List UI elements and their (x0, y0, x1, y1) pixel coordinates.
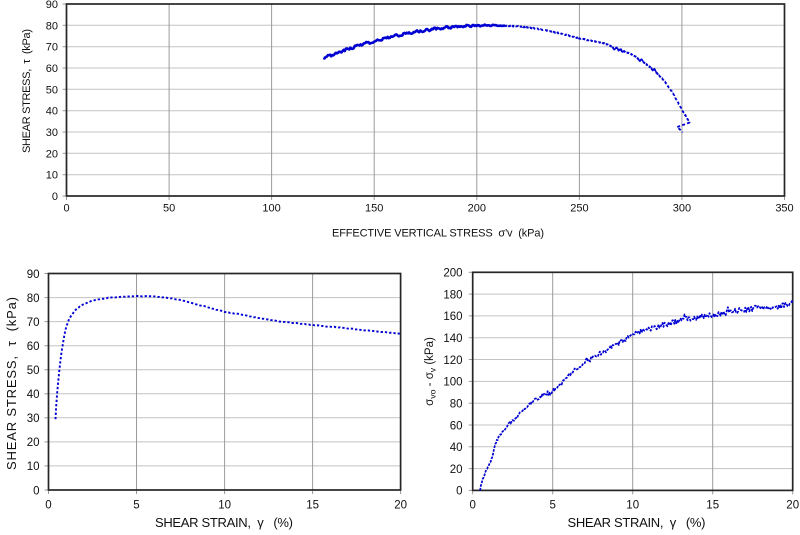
svg-text:10: 10 (626, 500, 639, 512)
svg-text:300: 300 (673, 203, 691, 215)
svg-text:350: 350 (775, 203, 793, 215)
svg-text:200: 200 (443, 268, 462, 280)
svg-text:50: 50 (46, 84, 58, 96)
svg-text:10: 10 (27, 461, 40, 473)
svg-text:SHEAR STRESS, τ (kPa): SHEAR STRESS, τ (kPa) (21, 29, 33, 153)
svg-text:160: 160 (443, 311, 462, 323)
svg-text:60: 60 (450, 420, 463, 432)
svg-text:40: 40 (46, 106, 58, 118)
svg-text:10: 10 (218, 500, 231, 512)
svg-text:180: 180 (443, 289, 462, 301)
svg-text:15: 15 (706, 500, 719, 512)
svg-text:SHEAR STRAIN, γ (%): SHEAR STRAIN, γ (%) (155, 515, 293, 530)
svg-text:SHEAR STRESS, τ (kPa): SHEAR STRESS, τ (kPa) (4, 297, 19, 470)
svg-text:150: 150 (365, 203, 383, 215)
svg-text:σvo - σv (kPa): σvo - σv (kPa) (424, 337, 437, 406)
svg-text:50: 50 (27, 365, 40, 377)
svg-text:5: 5 (133, 500, 139, 512)
svg-text:60: 60 (46, 63, 58, 75)
svg-text:40: 40 (450, 442, 463, 454)
svg-text:200: 200 (468, 203, 486, 215)
svg-text:100: 100 (443, 377, 462, 389)
svg-text:0: 0 (469, 500, 475, 512)
svg-text:0: 0 (52, 191, 58, 203)
svg-text:20: 20 (27, 437, 40, 449)
svg-text:0: 0 (45, 500, 51, 512)
svg-text:SHEAR STRAIN, γ (%): SHEAR STRAIN, γ (%) (568, 515, 706, 530)
svg-text:30: 30 (46, 127, 58, 139)
svg-text:0: 0 (63, 203, 69, 215)
svg-text:80: 80 (450, 399, 463, 411)
svg-text:250: 250 (570, 203, 588, 215)
svg-text:80: 80 (27, 293, 40, 305)
svg-text:60: 60 (27, 341, 40, 353)
svg-text:5: 5 (549, 500, 555, 512)
svg-text:30: 30 (27, 413, 40, 425)
svg-text:70: 70 (27, 317, 40, 329)
svg-text:140: 140 (443, 333, 462, 345)
svg-text:80: 80 (46, 20, 58, 32)
svg-text:20: 20 (394, 500, 407, 512)
svg-text:10: 10 (46, 170, 58, 182)
svg-text:20: 20 (46, 148, 58, 160)
svg-text:0: 0 (33, 485, 39, 497)
svg-text:90: 90 (27, 269, 40, 281)
svg-text:120: 120 (443, 355, 462, 367)
svg-text:EFFECTIVE VERTICAL STRESS σ'v: EFFECTIVE VERTICAL STRESS σ'v (kPa) (332, 228, 544, 240)
svg-text:15: 15 (306, 500, 319, 512)
svg-text:50: 50 (163, 203, 175, 215)
svg-text:20: 20 (450, 464, 463, 476)
svg-text:100: 100 (262, 203, 280, 215)
svg-text:20: 20 (786, 500, 799, 512)
svg-text:90: 90 (46, 0, 58, 11)
svg-text:70: 70 (46, 42, 58, 54)
svg-text:40: 40 (27, 389, 40, 401)
svg-text:0: 0 (456, 486, 462, 498)
